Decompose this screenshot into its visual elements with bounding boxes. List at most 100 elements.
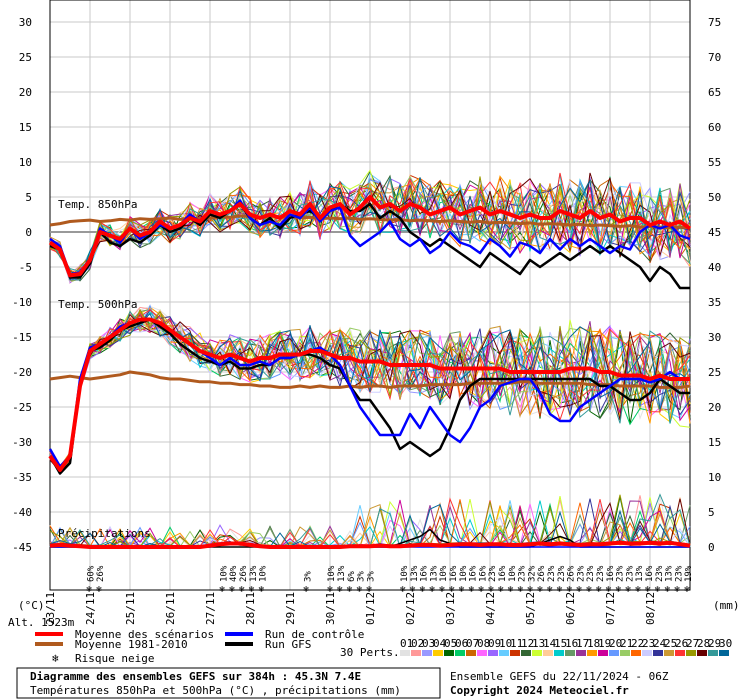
snowflake-icon: ❄ bbox=[606, 585, 612, 595]
pert-swatch bbox=[587, 650, 597, 656]
left-tick-label: -5 bbox=[19, 261, 32, 274]
pert-swatch bbox=[675, 650, 685, 656]
snowflake-icon: ❄ bbox=[567, 585, 573, 595]
snow-risk-marker: 23% ❄ bbox=[596, 565, 606, 595]
snow-risk-marker: 13% ❄ bbox=[410, 565, 420, 595]
x-tick-label: 30/11 bbox=[324, 592, 337, 625]
legend-label: Run de contrôle bbox=[265, 628, 364, 641]
legend-label: Moyenne 1981-2010 bbox=[75, 638, 188, 651]
snow-risk-marker: 13% ❄ bbox=[429, 565, 439, 595]
snowflake-icon: ❄ bbox=[586, 585, 592, 595]
snow-risk-pct: 3% bbox=[303, 571, 313, 582]
snow-risk-pct: 10% bbox=[400, 565, 410, 582]
pert-swatch bbox=[499, 650, 509, 656]
left-tick-label: 25 bbox=[19, 51, 32, 64]
snow-risk-marker: 16% ❄ bbox=[449, 565, 459, 595]
snow-risk-marker: 16% ❄ bbox=[606, 565, 616, 595]
snowflake-icon: ❄ bbox=[665, 585, 671, 595]
left-tick-label: -10 bbox=[12, 296, 32, 309]
pert-swatch bbox=[576, 650, 586, 656]
right-tick-label: 75 bbox=[708, 16, 721, 29]
snow-risk-pct: 23% bbox=[518, 565, 528, 582]
snow-risk-marker: 13% ❄ bbox=[665, 565, 675, 595]
snowflake-icon: ❄ bbox=[366, 585, 372, 595]
pert-swatch bbox=[686, 650, 696, 656]
snowflake-icon: ❄ bbox=[645, 585, 651, 595]
snow-risk-marker: 23% ❄ bbox=[625, 565, 635, 595]
left-tick-label: 10 bbox=[19, 156, 32, 169]
snow-risk-marker: 6% ❄ bbox=[347, 571, 357, 595]
snow-risk-marker: 16% ❄ bbox=[478, 565, 488, 595]
pert-swatch bbox=[477, 650, 487, 656]
snowflake-icon: ❄ bbox=[239, 585, 245, 595]
snow-risk-pct: 26% bbox=[96, 565, 106, 582]
pert-swatch bbox=[521, 650, 531, 656]
snowflake-icon: ❄ bbox=[635, 585, 641, 595]
x-tick-label: 08/12 bbox=[644, 592, 657, 625]
left-tick-label: -40 bbox=[12, 506, 32, 519]
t850-climatology-line bbox=[49, 214, 691, 230]
left-tick-label: -25 bbox=[12, 401, 32, 414]
snow-risk-marker: 26% ❄ bbox=[537, 565, 547, 595]
right-tick-label: 30 bbox=[708, 331, 721, 344]
snow-risk-pct: 16% bbox=[469, 565, 479, 582]
pert-number: 27 bbox=[686, 637, 699, 650]
snowflake-icon: ❄ bbox=[547, 585, 553, 595]
snow-risk-marker: 26% ❄ bbox=[239, 565, 249, 595]
snow-risk-marker: 10% ❄ bbox=[327, 565, 337, 595]
left-tick-label: -20 bbox=[12, 366, 32, 379]
snowflake-icon: ❄ bbox=[357, 585, 363, 595]
snow-risk-marker: 60% ❄ bbox=[86, 565, 96, 595]
x-axis-ticks: 23/11 24/11 25/11 26/11 27/11 28/11 29/11 30/11… bbox=[44, 592, 657, 625]
snow-risk-pct: 23% bbox=[557, 565, 567, 582]
left-tick-label: 30 bbox=[19, 16, 32, 29]
left-tick-label: 0 bbox=[25, 226, 32, 239]
pert-line-500 bbox=[49, 312, 691, 471]
snowflake-icon: ❄ bbox=[508, 585, 514, 595]
snow-risk-pct: 26% bbox=[239, 565, 249, 582]
snowflake-icon: ❄ bbox=[86, 585, 92, 595]
snow-risk-row: 60%❄26%❄10%❄40%❄26%❄13%❄10%❄3%❄10%❄13%❄6… bbox=[86, 565, 694, 595]
footer-title-box bbox=[16, 667, 441, 699]
pert-number: 24 bbox=[653, 637, 667, 650]
snowflake-icon: ❄ bbox=[259, 585, 265, 595]
right-unit-label: (mm) bbox=[713, 599, 740, 612]
snow-risk-pct: 19% bbox=[684, 565, 694, 582]
snow-risk-pct: 32% bbox=[527, 565, 537, 582]
t500-climatology-line bbox=[49, 370, 691, 389]
left-tick-label: 20 bbox=[19, 86, 32, 99]
pert-swatch bbox=[708, 650, 718, 656]
snow-risk-pct: 40% bbox=[229, 565, 239, 582]
right-tick-label: 15 bbox=[708, 436, 721, 449]
legend: Moyenne des scénarios Run de contrôle Moye… bbox=[35, 628, 732, 665]
snow-risk-pct: 23% bbox=[655, 565, 665, 582]
snowflake-icon: ❄ bbox=[537, 585, 543, 595]
left-axis-ticks: 30 25 20 15 10 5 0 -5 -10 -15 -20 -25 -30 -35 -40 -45 bbox=[12, 16, 32, 554]
pert-swatch bbox=[400, 650, 410, 656]
right-tick-label: 55 bbox=[708, 156, 721, 169]
snowflake-icon: ❄ bbox=[439, 585, 445, 595]
pert-swatch bbox=[411, 650, 421, 656]
pert-number: 07 bbox=[466, 637, 479, 650]
pert-number: 06 bbox=[455, 637, 468, 650]
snowflake-icon: ❄ bbox=[459, 585, 465, 595]
snowflake-icon: ❄ bbox=[625, 585, 631, 595]
snow-risk-marker: 13% ❄ bbox=[635, 565, 645, 595]
snowflake-icon: ❄ bbox=[229, 585, 235, 595]
snow-risk-pct: 60% bbox=[86, 565, 96, 582]
pert-swatch bbox=[543, 650, 553, 656]
pert-number: 05 bbox=[444, 637, 457, 650]
snow-legend-label: Risque neige bbox=[75, 652, 154, 665]
left-tick-label: -30 bbox=[12, 436, 32, 449]
snow-risk-marker: 10% ❄ bbox=[508, 565, 518, 595]
pert-number: 04 bbox=[433, 637, 447, 650]
snow-risk-pct: 13% bbox=[429, 565, 439, 582]
snow-risk-pct: 23% bbox=[547, 565, 557, 582]
right-tick-label: 70 bbox=[708, 51, 721, 64]
pert-swatch bbox=[455, 650, 465, 656]
snowflake-icon: ❄ bbox=[337, 585, 343, 595]
snowflake-icon: ❄ bbox=[420, 585, 426, 595]
right-tick-label: 50 bbox=[708, 191, 721, 204]
right-tick-label: 25 bbox=[708, 366, 721, 379]
